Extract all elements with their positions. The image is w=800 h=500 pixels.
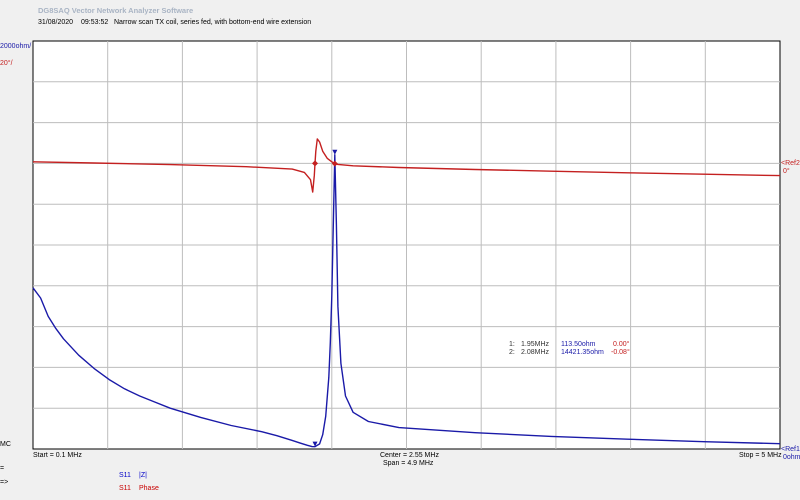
center-freq-label: Center = 2.55 MHz <box>380 452 439 459</box>
grid-lines <box>33 41 780 449</box>
marker-2-impedance: 14421.35ohm <box>561 349 604 356</box>
marker-1-freq: 1.95MHz <box>521 341 550 348</box>
start-freq-label: Start = 0.1 MHz <box>33 452 82 459</box>
mc-label: MC <box>0 441 11 448</box>
timestamp-time: 09:53:52 <box>81 19 109 26</box>
marker-2-id: 2: <box>509 349 515 356</box>
marker-2-phase-point <box>331 160 338 167</box>
ref2-scale-label: 20°/ <box>0 60 13 67</box>
eq-label: = <box>0 465 5 472</box>
marker-1-phase-point <box>312 160 319 167</box>
marker-1-impedance-point <box>312 441 318 447</box>
ref1-value-label: 0ohm <box>783 454 800 461</box>
legend-phase-name: Phase <box>139 485 159 492</box>
legend-impedance-param: S11 <box>119 472 131 479</box>
ref2-value-label: 0° <box>783 168 790 175</box>
ref1-marker-label: <Ref1 <box>781 446 800 453</box>
ref1-scale-label: 2000ohm/ <box>0 43 32 50</box>
arrow-label: => <box>0 479 9 486</box>
app-title: DG8SAQ Vector Network Analyzer Software <box>38 6 194 15</box>
marker-layer <box>312 149 338 447</box>
marker-1-id: 1: <box>509 341 515 348</box>
span-label: Span = 4.9 MHz <box>383 460 434 467</box>
marker-2-phase: -0.08° <box>611 349 630 356</box>
legend-impedance-name: |Z| <box>139 472 147 479</box>
ref2-marker-label: <Ref2 <box>781 160 800 167</box>
marker-1-impedance: 113.50ohm <box>561 341 596 348</box>
phase-trace <box>32 138 781 193</box>
marker-2-impedance-point <box>332 149 338 155</box>
stop-freq-label: Stop = 5 MHz <box>739 452 782 459</box>
marker-1-phase: 0.00° <box>613 341 630 348</box>
legend-phase-param: S11 <box>119 485 131 492</box>
impedance-trace <box>32 154 781 448</box>
series-layer <box>32 138 781 448</box>
timestamp-date: 31/08/2020 <box>38 19 74 26</box>
marker-2-freq: 2.08MHz <box>521 349 550 356</box>
sweep-description: Narrow scan TX coil, series fed, with bo… <box>114 19 312 26</box>
